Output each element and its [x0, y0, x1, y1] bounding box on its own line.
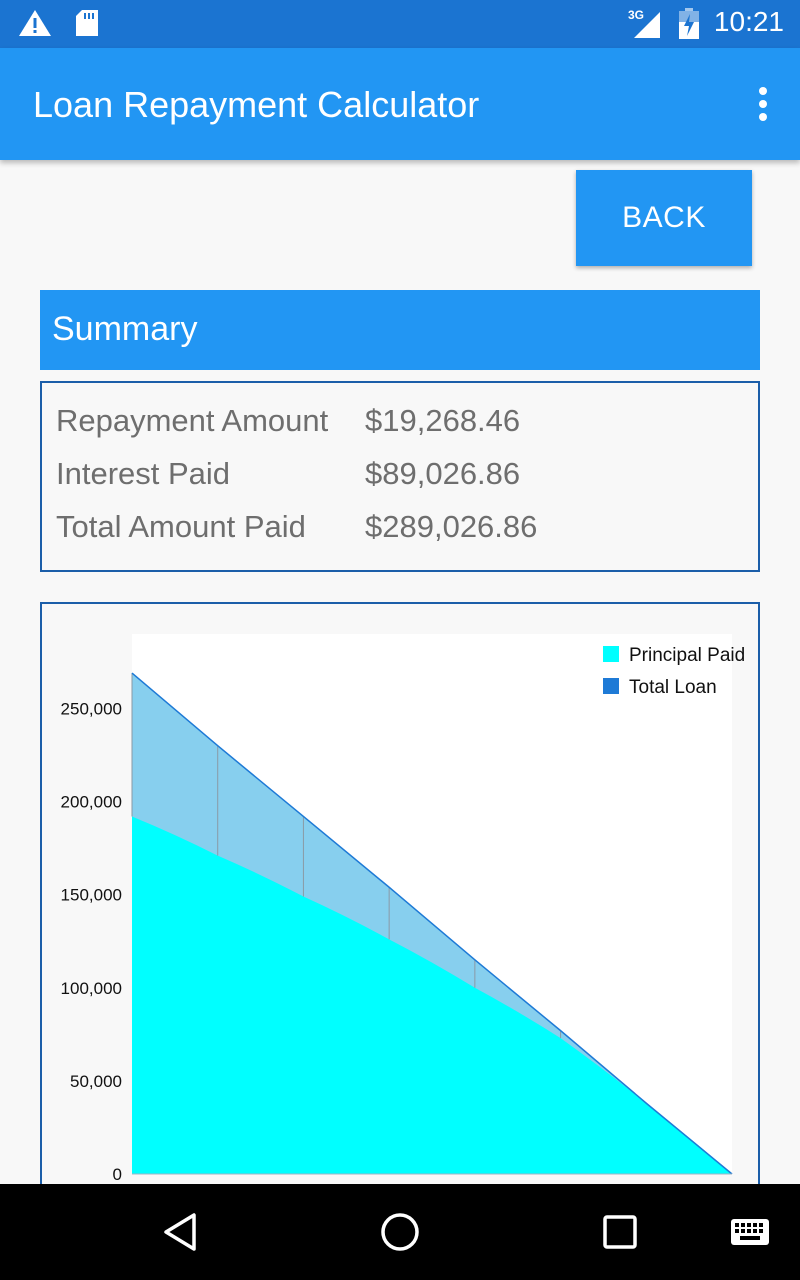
home-circle-icon[interactable]: [340, 1184, 460, 1280]
signal-icon: [632, 10, 662, 44]
summary-label: Total Amount Paid: [56, 509, 306, 544]
y-tick-label: 200,000: [61, 793, 122, 812]
y-tick-label: 250,000: [61, 699, 122, 718]
network-type-label: 3G: [628, 8, 645, 22]
legend-label: Principal Paid: [629, 645, 745, 666]
summary-value: $89,026.86: [365, 456, 521, 491]
status-bar: 3G 10:21: [0, 0, 800, 48]
recents-square-icon[interactable]: [560, 1184, 680, 1280]
loan-chart: 0 50,000 100,000 150,000 200,000 250,000 Princ…: [61, 634, 745, 1184]
y-tick-label: 100,000: [61, 979, 122, 998]
overflow-menu-icon[interactable]: [758, 86, 768, 126]
y-tick-label: 150,000: [61, 886, 122, 905]
series-area-principal-paid: [132, 816, 732, 1174]
battery-icon: [678, 8, 700, 44]
legend-swatch: [603, 678, 619, 694]
summary-value: $19,268.46: [365, 403, 521, 438]
summary-row-total: Total Amount Paid $289,026.86: [56, 509, 537, 545]
summary-row-interest: Interest Paid $89,026.86: [56, 456, 520, 492]
summary-label: Repayment Amount: [56, 403, 329, 438]
sd-card-icon: [74, 8, 100, 42]
navigation-bar: [0, 1184, 800, 1280]
back-button[interactable]: BACK: [576, 170, 752, 266]
summary-label: Interest Paid: [56, 456, 231, 491]
summary-header: Summary: [40, 290, 760, 370]
app-bar: Loan Repayment Calculator: [0, 48, 800, 160]
summary-box: Repayment Amount $19,268.46 Interest Pai…: [40, 381, 760, 572]
summary-title: Summary: [52, 310, 198, 348]
series-line-total-loan: [131, 672, 733, 1175]
chart-container: 0 50,000 100,000 150,000 200,000 250,000 Princ…: [40, 602, 760, 1206]
warning-icon: [18, 8, 52, 42]
legend-label: Total Loan: [629, 677, 717, 698]
y-tick-label: 0: [113, 1165, 122, 1184]
summary-value: $289,026.86: [365, 509, 538, 544]
keyboard-icon[interactable]: [700, 1184, 800, 1280]
back-triangle-icon[interactable]: [120, 1184, 240, 1280]
summary-row-repayment: Repayment Amount $19,268.46: [56, 403, 520, 439]
app-title: Loan Repayment Calculator: [33, 84, 480, 125]
y-tick-label: 50,000: [70, 1072, 122, 1091]
status-clock: 10:21: [713, 6, 784, 37]
legend-swatch: [603, 646, 619, 662]
